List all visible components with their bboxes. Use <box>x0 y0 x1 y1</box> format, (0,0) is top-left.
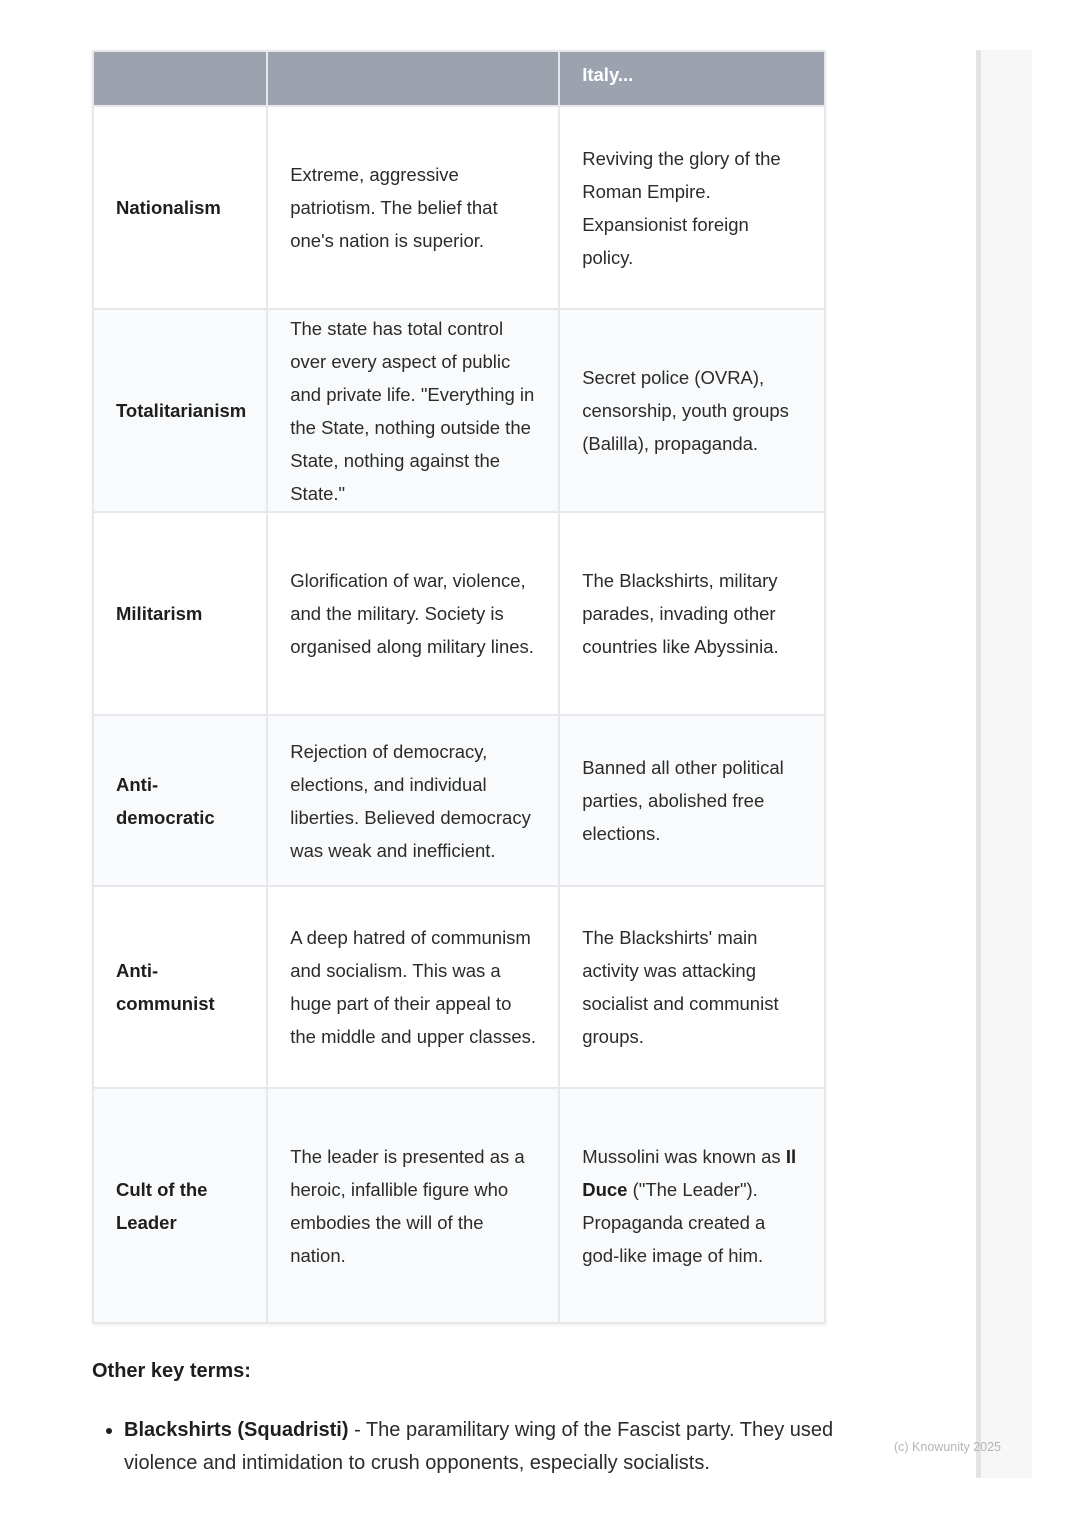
term-cell: Anti-communist <box>91 885 269 1089</box>
definition-cell: Rejection of democracy, elections, and i… <box>266 714 561 887</box>
header-cell <box>266 50 561 107</box>
definition-cell: A deep hatred of communism and socialism… <box>266 885 561 1089</box>
term-cell: Militarism <box>91 511 269 716</box>
scrollbar[interactable] <box>976 50 1032 1478</box>
table-row: Nationalism Extreme, aggressive patrioti… <box>91 105 826 310</box>
example-cell: Banned all other political parties, abol… <box>558 714 826 887</box>
example-cell: Secret police (OVRA), censorship, youth … <box>558 308 826 513</box>
term-cell: Cult of the Leader <box>91 1087 269 1324</box>
definition-cell: The leader is presented as a heroic, inf… <box>266 1087 561 1324</box>
table-row: Anti-communist A deep hatred of communis… <box>91 885 826 1089</box>
table-row: Militarism Glorification of war, violenc… <box>91 511 826 716</box>
example-text: Mussolini was known as <box>582 1145 786 1167</box>
term-cell: Totalitarianism <box>91 308 269 513</box>
example-cell: Reviving the glory of the Roman Empire. … <box>558 105 826 310</box>
example-cell: The Blackshirts' main activity was attac… <box>558 885 826 1089</box>
example-text: ("The Leader"). Propaganda created a god… <box>582 1178 766 1266</box>
example-cell: Mussolini was known as Il Duce ("The Lea… <box>558 1087 826 1324</box>
term-cell: Anti-democratic <box>91 714 269 887</box>
example-cell: The Blackshirts, military parades, invad… <box>558 511 826 716</box>
header-cell: Italy... <box>558 50 826 107</box>
key-terms-heading: Other key terms: <box>92 1360 251 1382</box>
table-row: Cult of the Leader The leader is present… <box>91 1087 826 1324</box>
definition-cell: Glorification of war, violence, and the … <box>266 511 561 716</box>
example-bold: Il Duce <box>582 1145 797 1200</box>
table-row: Totalitarianism The state has total cont… <box>91 308 826 513</box>
term-cell: Nationalism <box>91 105 269 310</box>
table-header-row: Italy... <box>91 50 826 107</box>
copyright: (c) Knowunity 2025 <box>894 1440 1002 1454</box>
definition-cell: Extreme, aggressive patriotism. The beli… <box>266 105 561 310</box>
header-cell <box>91 50 269 107</box>
key-term: Blackshirts (Squadristi) <box>124 1419 349 1441</box>
definition-cell: The state has total control over every a… <box>266 308 561 513</box>
list-item: Blackshirts (Squadristi) - The paramilit… <box>124 1414 864 1480</box>
fascism-features-table: Italy... Nationalism Extreme, aggressive… <box>91 50 826 1324</box>
key-terms-list: Blackshirts (Squadristi) - The paramilit… <box>92 1414 864 1480</box>
key-term-text: - The paramilitary wing of the Fascist p… <box>124 1419 834 1474</box>
table-row: Anti-democratic Rejection of democracy, … <box>91 714 826 887</box>
